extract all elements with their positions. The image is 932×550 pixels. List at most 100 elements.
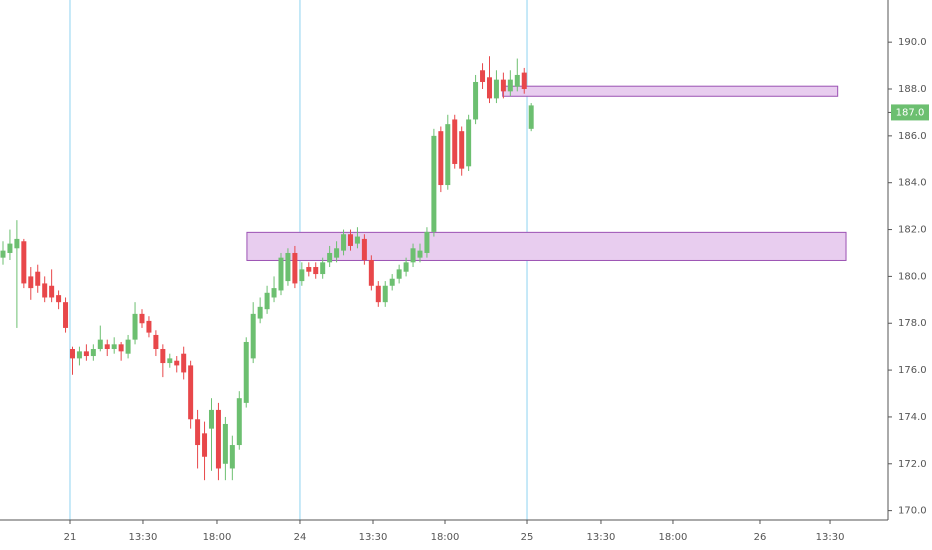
candle-body [160,349,166,364]
zone [246,231,847,261]
candle-body [361,238,367,260]
candle-body [167,358,173,364]
candle-body [153,334,159,350]
candle-body [320,262,326,275]
candle-body [49,285,55,298]
candle-body [292,252,298,284]
candle-body [514,74,520,87]
candle-body [403,262,409,272]
candle-body [438,131,444,186]
candle-body [396,269,402,279]
candle-body [445,124,451,186]
candle-body [486,77,492,99]
candle-body [459,131,465,169]
y-tick-label: 170.0 [898,506,927,517]
candle-body [174,360,180,366]
candle-body [208,409,214,429]
candle-body [215,409,221,469]
candle-body [375,285,381,303]
candle-body [264,292,270,310]
candle-body [56,295,62,303]
candle-body [83,351,89,357]
candle-body [306,267,312,272]
candle-body [257,306,263,319]
candle-body [271,288,277,298]
candle-body [146,320,152,333]
candle-body [69,349,75,359]
x-tick-label: 13:30 [129,532,158,543]
candle-body [63,302,69,328]
candle-body [528,105,534,129]
candle-body [118,344,124,352]
last-price-box [891,104,929,121]
x-tick-label: 13:30 [359,532,388,543]
zone [502,85,839,97]
y-tick-label: 190.0 [898,37,927,48]
candle-body [35,271,41,286]
x-tick-label: 26 [754,532,767,543]
candle-body [521,72,527,90]
candle-body [347,234,353,246]
candle-body [188,365,194,420]
candle-body [132,313,138,340]
candle-body [7,243,13,253]
candle-body [424,231,430,253]
y-tick-label: 176.0 [898,365,927,376]
y-tick-label: 186.0 [898,131,927,142]
candle-body [111,344,117,350]
x-tick-label: 21 [64,532,77,543]
x-tick-label: 18:00 [659,532,688,543]
candle-body [389,278,395,286]
candle-body [473,81,479,120]
candle-body [14,238,20,249]
candle-body [410,248,416,263]
x-tick-label: 18:00 [203,532,232,543]
y-tick-label: 188.0 [898,84,927,95]
y-tick-label: 178.0 [898,318,927,329]
candle-body [97,339,103,350]
candle-body [202,433,208,457]
candle-body [493,79,499,99]
candle-body [181,353,187,373]
y-tick-label: 174.0 [898,412,927,423]
candle-body [195,419,201,446]
candle-body [229,445,235,469]
candle-body [21,241,27,284]
candle-body [42,283,48,298]
candle-body [0,250,6,258]
candle-body [285,252,291,282]
candle-body [125,339,131,354]
candle-body [327,252,333,263]
candle-body [222,423,228,464]
candle-body [334,248,340,258]
x-tick-label: 24 [294,532,307,543]
x-tick-label: 13:30 [587,532,616,543]
candle-body [341,234,347,251]
candle-body [500,79,506,92]
y-tick-label: 180.0 [898,271,927,282]
candle-body [354,236,360,244]
candle-body [368,260,374,286]
candle-body [243,341,249,403]
candle-body [104,344,110,350]
candle-body [417,250,423,258]
candle-body [90,349,96,357]
candle-body [507,79,513,92]
candle-body [299,269,305,282]
candle-body [250,313,256,359]
candle-body [466,119,472,167]
candle-body [139,313,145,324]
y-tick-label: 172.0 [898,459,927,470]
y-tick-label: 184.0 [898,178,927,189]
candle-body [452,119,458,164]
candle-body [28,276,34,289]
candle-body [278,257,284,291]
candle-body [76,351,82,359]
x-tick-label: 25 [521,532,534,543]
last-price-label: 187.0 [896,107,925,118]
candle-body [382,285,388,303]
candle-body [480,70,486,82]
x-tick-label: 13:30 [816,532,845,543]
